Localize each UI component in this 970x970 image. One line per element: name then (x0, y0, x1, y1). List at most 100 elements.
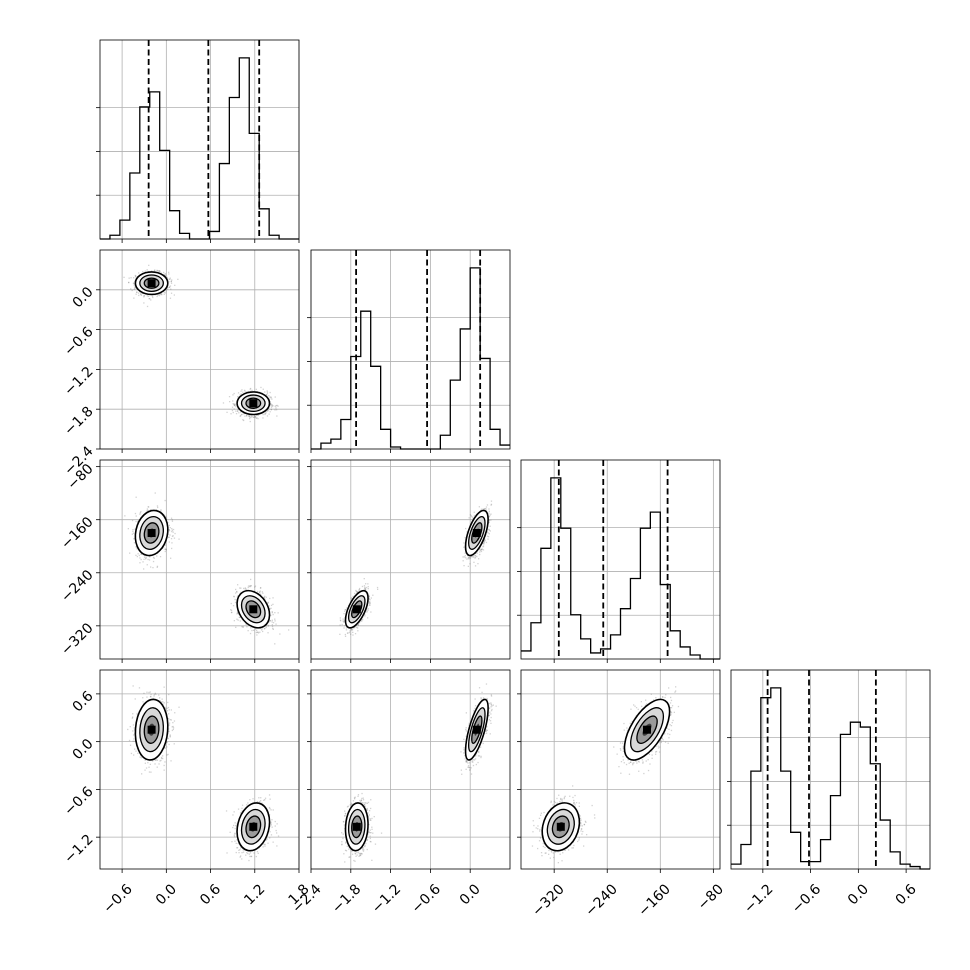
scatter-point (145, 767, 148, 769)
density-peak (472, 529, 481, 537)
scatter-point (148, 691, 150, 694)
scatter-point (670, 714, 672, 716)
scatter-point (136, 555, 138, 558)
scatter-point (651, 757, 653, 759)
scatter-point (466, 761, 468, 763)
scatter-point (274, 643, 276, 645)
scatter-point (253, 415, 256, 418)
density-peak (643, 725, 651, 734)
scatter-point (349, 804, 351, 806)
scatter-point (264, 413, 266, 416)
scatter-point (339, 624, 341, 626)
scatter-point (253, 416, 255, 418)
histogram-0 (100, 57, 299, 240)
scatter-point (488, 519, 491, 522)
scatter-point (148, 771, 151, 773)
scatter-point (343, 619, 345, 622)
scatter-point (354, 592, 356, 595)
scatter-point (159, 760, 161, 762)
scatter-point (649, 763, 651, 765)
scatter-point (164, 275, 167, 277)
scatter-point (232, 814, 234, 816)
scatter-point (235, 404, 237, 406)
scatter-point (479, 551, 481, 553)
scatter-point (226, 852, 228, 854)
scatter-point (143, 296, 145, 298)
scatter-point (132, 734, 135, 736)
scatter-point (463, 565, 465, 567)
scatter-point (488, 508, 490, 510)
scatter-point (629, 722, 631, 724)
scatter-point (233, 811, 235, 813)
scatter-point (622, 742, 624, 744)
scatter-point (160, 293, 163, 295)
scatter-point (233, 596, 235, 598)
x-tick-label-3: −1.2 (741, 881, 776, 916)
scatter-point (465, 527, 467, 530)
panel-frame (99, 669, 300, 870)
scatter-point (268, 806, 271, 809)
scatter-point (574, 794, 576, 797)
scatter-point (163, 293, 165, 295)
scatter-point (370, 611, 372, 613)
scatter-point (150, 693, 152, 696)
scatter-point (266, 415, 269, 417)
scatter-point (613, 746, 615, 748)
scatter-point (236, 847, 238, 849)
scatter-point (272, 622, 275, 624)
scatter-point (543, 811, 545, 814)
scatter-point (266, 394, 268, 396)
scatter-point (488, 516, 490, 518)
scatter-point (669, 707, 672, 709)
scatter-point (279, 633, 281, 635)
scatter-point (134, 274, 136, 277)
scatter-point (134, 287, 136, 290)
scatter-point (231, 409, 234, 412)
scatter-point (351, 853, 354, 855)
scatter-point (138, 554, 140, 557)
scatter-point (485, 506, 488, 508)
scatter-point (366, 611, 368, 613)
scatter-point (490, 710, 493, 712)
scatter-point (579, 815, 581, 817)
scatter-point (237, 396, 239, 398)
scatter-point (343, 627, 345, 629)
scatter-point (235, 851, 237, 854)
scatter-point (354, 796, 356, 798)
scatter-point (343, 613, 345, 615)
scatter-point (552, 852, 554, 854)
scatter-point (490, 722, 492, 724)
scatter-point (465, 735, 467, 737)
scatter-point (351, 803, 353, 805)
scatter-point (364, 845, 366, 848)
scatter-point (667, 733, 669, 735)
scatter-point (342, 618, 344, 620)
scatter-point (128, 739, 131, 742)
scatter-point (254, 628, 257, 630)
scatter-point (622, 746, 624, 748)
scatter-point (368, 831, 370, 833)
scatter-point (486, 535, 489, 537)
scatter-point (465, 712, 467, 714)
scatter-point (244, 587, 246, 589)
scatter-point (165, 515, 167, 517)
scatter-point (351, 629, 354, 631)
scatter-point (270, 607, 272, 609)
scatter-point (173, 537, 176, 539)
scatter-point (572, 796, 574, 799)
scatter-point (578, 839, 580, 841)
x-tick-label-3: 0.0 (845, 881, 872, 908)
scatter-point (274, 618, 276, 620)
scatter-point (241, 807, 243, 809)
scatter-point (669, 702, 672, 704)
scatter-point (478, 548, 481, 550)
scatter-point (477, 761, 479, 764)
scatter-point (132, 530, 134, 533)
scatter-point (466, 531, 468, 533)
scatter-point (168, 724, 171, 726)
scatter-point (549, 857, 551, 859)
scatter-point (168, 541, 170, 543)
scatter-point (477, 755, 480, 757)
scatter-point (364, 806, 366, 808)
scatter-point (270, 403, 272, 405)
